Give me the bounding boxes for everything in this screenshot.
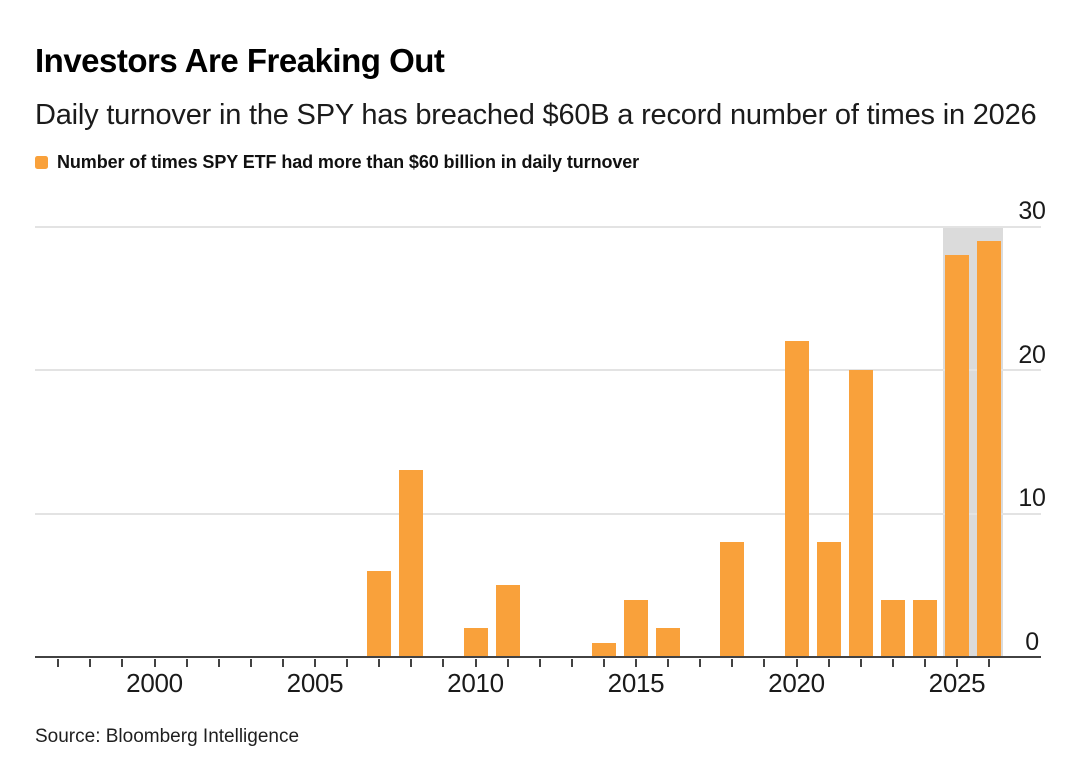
- bar: [977, 240, 1002, 657]
- bar: [848, 370, 873, 657]
- source-note: Source: Bloomberg Intelligence: [35, 726, 300, 747]
- axis-tick: [635, 658, 637, 667]
- axis-tick: [538, 658, 541, 667]
- axis-tick: [923, 658, 926, 667]
- axis-tick: [57, 658, 60, 667]
- bar: [463, 628, 488, 657]
- axis-tick: [859, 658, 862, 667]
- axis-tick: [570, 658, 573, 667]
- x-tick-label: 2015: [607, 668, 665, 698]
- axis-tick: [956, 658, 958, 667]
- axis-tick: [506, 658, 509, 667]
- axis-tick: [731, 658, 734, 667]
- axis-tick: [378, 658, 381, 667]
- bar: [495, 585, 520, 657]
- gridline: [35, 512, 1041, 515]
- axis-tick: [281, 658, 284, 667]
- axis-tick: [217, 658, 220, 667]
- gridline: [35, 225, 1041, 228]
- y-tick-label: 30: [1018, 197, 1046, 225]
- bar: [399, 470, 424, 657]
- bar: [656, 628, 681, 657]
- axis-line: [35, 655, 1041, 658]
- x-tick-label: 2025: [928, 668, 986, 698]
- axis-tick: [346, 658, 349, 667]
- bar: [784, 341, 809, 657]
- x-tick-label: 2010: [447, 668, 504, 698]
- axis-tick: [89, 658, 92, 667]
- x-tick-label: 2005: [286, 668, 344, 698]
- axis-tick: [827, 658, 830, 667]
- legend-swatch-icon: [35, 155, 48, 169]
- x-tick-label: 2000: [126, 668, 183, 698]
- bar: [624, 599, 648, 657]
- axis-tick: [185, 658, 188, 667]
- y-tick-label: 0: [1025, 627, 1039, 656]
- gridline: [35, 369, 1041, 371]
- axis-tick: [602, 658, 605, 667]
- legend: Number of times SPY ETF had more than $6…: [35, 151, 639, 173]
- axis-tick: [795, 658, 798, 667]
- axis-tick: [699, 658, 702, 667]
- legend-label: Number of times SPY ETF had more than $6…: [57, 151, 640, 172]
- axis-tick: [763, 658, 766, 667]
- axis-tick: [988, 658, 991, 667]
- bar: [880, 599, 905, 657]
- chart-title: Investors Are Freaking Out: [35, 42, 445, 80]
- axis-tick: [442, 658, 445, 667]
- x-tick-label: 2020: [768, 668, 825, 698]
- axis-tick: [249, 658, 252, 667]
- axis-tick: [667, 658, 670, 667]
- axis-tick: [410, 658, 413, 667]
- axis-tick: [153, 658, 156, 667]
- axis-tick: [121, 658, 124, 667]
- bar: [591, 642, 616, 657]
- chart-subtitle: Daily turnover in the SPY has breached $…: [35, 99, 1037, 131]
- axis-tick: [314, 658, 316, 667]
- bar: [367, 570, 392, 657]
- axis-tick: [891, 658, 894, 667]
- bar: [816, 542, 841, 657]
- y-tick-label: 10: [1018, 484, 1046, 512]
- bar: [912, 599, 937, 657]
- bar: [945, 255, 969, 657]
- axis-tick: [474, 658, 477, 667]
- y-tick-label: 20: [1018, 340, 1046, 369]
- bar: [720, 542, 745, 657]
